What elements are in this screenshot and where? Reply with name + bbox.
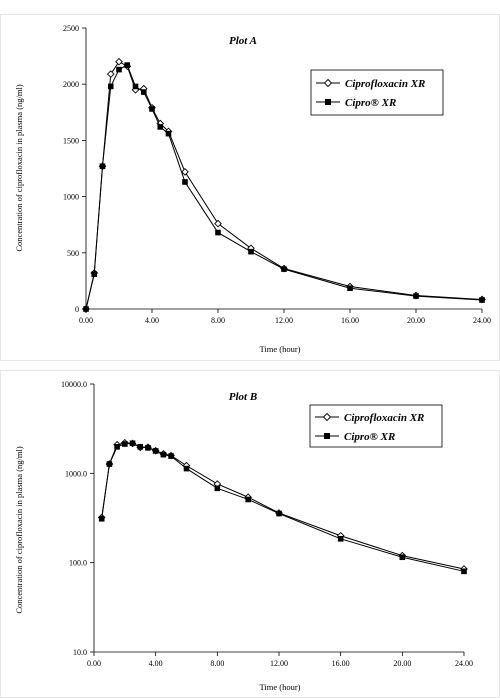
plot-b-x-tick-label: 8.00 (210, 659, 224, 668)
plot-a-data-point-cipro-xr (91, 271, 98, 277)
plot-a-x-axis-title: Time (hour) (259, 344, 300, 354)
plot-b-data-point-cipro-xr (168, 453, 174, 459)
plot-a-data-point-cipro-xr (479, 297, 485, 303)
plot-b-series-line-cipro-xr (101, 442, 465, 572)
plot-b-legend: Ciprofloxacin XR Cipro® XR (309, 404, 443, 448)
plot-a-y-tick-label: 1500 (63, 136, 79, 145)
plot-a-legend: Ciprofloxacin XR Cipro® XR (310, 69, 444, 116)
plot-b-data-point-cipro-xr (160, 451, 167, 458)
plot-b-data-point-cipro-xr (399, 554, 406, 561)
plot-a-data-point-cipro-xr (281, 266, 287, 272)
plot-a-y-tick-label: 0 (75, 305, 79, 314)
plot-a-y-axis-title: Concentration of ciprofloxacin in plasma… (14, 84, 24, 252)
plot-a-data-point-cipro-xr (413, 293, 419, 299)
plot-b-y-tick-label: 100.0 (69, 559, 87, 568)
plot-a-y-tick-label: 1000 (63, 193, 79, 202)
plot-a-x-tick-label: 0.00 (79, 316, 93, 325)
plot-b-legend-marker-cipro (324, 433, 330, 439)
plot-a-data-point-cipro-xr (116, 66, 122, 73)
plot-b-data-point-cipro-xr (114, 444, 120, 450)
plot-b-data-point-cipro-xr (276, 510, 282, 517)
plot-a-data-point-cipro-xr (347, 285, 353, 292)
plot-a-data-point-ciprofloxacin-xr (181, 168, 189, 176)
plot-a-legend-box (310, 69, 444, 116)
plot-b-x-tick-label: 4.00 (149, 659, 163, 668)
plot-a-data-point-cipro-xr (248, 248, 254, 255)
plot-a-y-tick-label: 500 (67, 249, 79, 258)
plot-a-x-tick-label: 12.00 (275, 316, 293, 325)
plot-a-x-tick-label: 24.00 (473, 316, 491, 325)
plot-a-data-point-ciprofloxacin-xr (214, 219, 222, 228)
plot-b-data-point-cipro-xr (137, 444, 144, 450)
plot-a-data-point-cipro-xr (157, 124, 164, 130)
plot-a-legend-label-ciprofloxacin: Ciprofloxacin XR (345, 78, 425, 90)
plot-b-data-point-cipro-xr (183, 465, 190, 472)
plot-b-x-tick-label: 24.00 (455, 659, 473, 668)
plot-b-series-line-ciprofloxacin-xr (101, 442, 465, 570)
plot-b-data-point-cipro-xr (337, 535, 344, 542)
plot-a-legend-marker-ciprofloxacin (323, 78, 333, 88)
plot-a-y-tick-label: 2000 (63, 80, 79, 89)
plot-b-data-point-cipro-xr (129, 440, 136, 447)
plot-b-data-point-cipro-xr (145, 445, 151, 451)
plot-b-data-point-cipro-xr (122, 441, 128, 447)
plot-b-x-tick-label: 20.00 (393, 659, 411, 668)
plot-a-data-point-cipro-xr (83, 306, 89, 312)
plot-a-series-line-ciprofloxacin-xr (85, 61, 483, 310)
plot-a-x-tick-label: 20.00 (407, 316, 425, 325)
plot-a-legend-label-cipro: Cipro® XR (345, 97, 396, 109)
plot-a-legend-marker-cipro (325, 99, 331, 105)
plot-b-y-tick-label: 1000.0 (65, 469, 87, 478)
plot-a-data-point-cipro-xr (182, 179, 188, 185)
plot-a-x-tick-label: 4.00 (145, 316, 159, 325)
plot-a-data-point-cipro-xr (149, 106, 155, 112)
plot-b-y-tick-label: 10.0 (73, 648, 87, 657)
plot-a-data-point-ciprofloxacin-xr (106, 70, 115, 78)
plot-b-data-point-cipro-xr (152, 448, 159, 454)
plot-b-legend-label-ciprofloxacin: Ciprofloxacin XR (344, 412, 424, 424)
plot-a: Plot A Time (hour) Concentration of cipr… (14, 24, 491, 354)
plot-a-data-point-cipro-xr (215, 229, 221, 236)
plot-b-data-point-cipro-xr (245, 496, 251, 503)
plot-a-data-point-cipro-xr (99, 163, 106, 170)
plot-a-data-point-cipro-xr (124, 62, 131, 68)
plot-a-data-point-cipro-xr (165, 130, 172, 137)
plot-a-x-tick-label: 16.00 (341, 316, 359, 325)
plot-a-series-line-cipro-xr (85, 64, 483, 310)
plot-b-title: Plot B (229, 391, 257, 403)
plot-b-x-tick-label: 0.00 (87, 659, 101, 668)
plot-a-data-point-cipro-xr (132, 83, 139, 90)
plot-a-y-tick-label: 2500 (63, 24, 79, 33)
plot-b-x-tick-label: 12.00 (270, 659, 288, 668)
plot-b-legend-marker-ciprofloxacin (322, 412, 332, 422)
plot-b-data-point-cipro-xr (214, 485, 221, 492)
plot-b-data-point-cipro-xr (106, 461, 113, 467)
plot-b-x-axis-title: Time (hour) (259, 682, 300, 692)
plot-b-data-point-cipro-xr (98, 515, 105, 522)
plot-b: Plot B Time (hour) Concentration of cipr… (14, 380, 473, 692)
plot-a-data-point-cipro-xr (140, 89, 147, 95)
plot-b-legend-label-cipro: Cipro® XR (344, 431, 395, 443)
plot-a-title: Plot A (229, 35, 257, 47)
plot-b-legend-box (309, 404, 443, 448)
plot-a-data-point-cipro-xr (107, 83, 114, 90)
plot-b-data-point-cipro-xr (461, 568, 467, 575)
plot-b-y-axis-title: Concentration of ciprofloxacin in plasma… (14, 446, 24, 614)
plot-b-x-tick-label: 16.00 (332, 659, 350, 668)
plot-b-y-tick-label: 10000.0 (61, 380, 87, 389)
plot-a-x-tick-label: 8.00 (211, 316, 225, 325)
plot-a-data-point-ciprofloxacin-xr (115, 57, 123, 66)
